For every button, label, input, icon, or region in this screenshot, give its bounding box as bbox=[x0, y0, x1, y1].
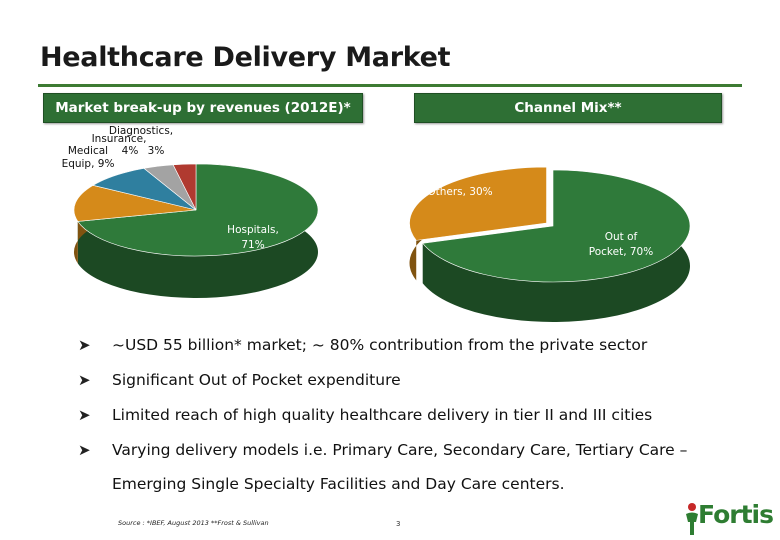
channel-mix-pie-chart bbox=[409, 166, 691, 322]
bullet-text-continuation: Emerging Single Specialty Facilities and… bbox=[112, 475, 565, 493]
bullet-text: Varying delivery models i.e. Primary Car… bbox=[112, 441, 688, 459]
page-title: Healthcare Delivery Market bbox=[40, 42, 451, 73]
right-chart-header: Channel Mix** bbox=[414, 93, 722, 123]
right-chart-header-label: Channel Mix** bbox=[514, 100, 622, 116]
pie-charts: Diagnostics, 3% Insurance, 4% Medical Eq… bbox=[62, 125, 691, 322]
label-insurance: Insurance, bbox=[92, 133, 147, 145]
label-diagnostics-value: 3% bbox=[148, 145, 165, 157]
label-others: Others, 30% bbox=[427, 186, 492, 198]
pie-slice bbox=[77, 163, 319, 257]
label-medical-equip-value: Equip, 9% bbox=[62, 158, 115, 170]
label-medical-equip: Medical bbox=[68, 145, 108, 157]
pie-slice bbox=[422, 169, 691, 283]
bullet-text: ~USD 55 billion* market; ~ 80% contribut… bbox=[112, 336, 648, 354]
fortis-logo: Fortis bbox=[684, 500, 774, 536]
fortis-figure-icon bbox=[686, 503, 698, 535]
page-number: 3 bbox=[396, 520, 401, 528]
bullet-text: Limited reach of high quality healthcare… bbox=[112, 406, 653, 424]
pie-slice bbox=[409, 166, 547, 241]
left-chart-header: Market break-up by revenues (2012E)* bbox=[43, 93, 363, 123]
pie-slice bbox=[73, 185, 197, 222]
label-out-of-pocket: Out of bbox=[605, 231, 638, 243]
arrow-bullet-icon: ➤ bbox=[78, 371, 91, 389]
arrow-bullet-icon: ➤ bbox=[78, 441, 91, 459]
arrow-bullet-icon: ➤ bbox=[78, 406, 91, 424]
title-divider bbox=[38, 84, 742, 87]
label-out-of-pocket-value: Pocket, 70% bbox=[589, 246, 653, 258]
source-note: Source : *IBEF, August 2013 **Frost & Su… bbox=[118, 519, 269, 527]
label-hospitals-value: 71% bbox=[241, 239, 264, 251]
revenue-pie-chart bbox=[73, 163, 319, 299]
left-chart-header-label: Market break-up by revenues (2012E)* bbox=[55, 100, 351, 116]
fortis-logo-text: Fortis bbox=[698, 500, 774, 529]
bullet-text: Significant Out of Pocket expenditure bbox=[112, 371, 401, 389]
label-hospitals: Hospitals, bbox=[227, 224, 279, 236]
label-insurance-value: 4% bbox=[122, 145, 139, 157]
label-diagnostics: Diagnostics, bbox=[109, 125, 173, 137]
arrow-bullet-icon: ➤ bbox=[78, 336, 91, 354]
pie-slice bbox=[172, 163, 197, 211]
